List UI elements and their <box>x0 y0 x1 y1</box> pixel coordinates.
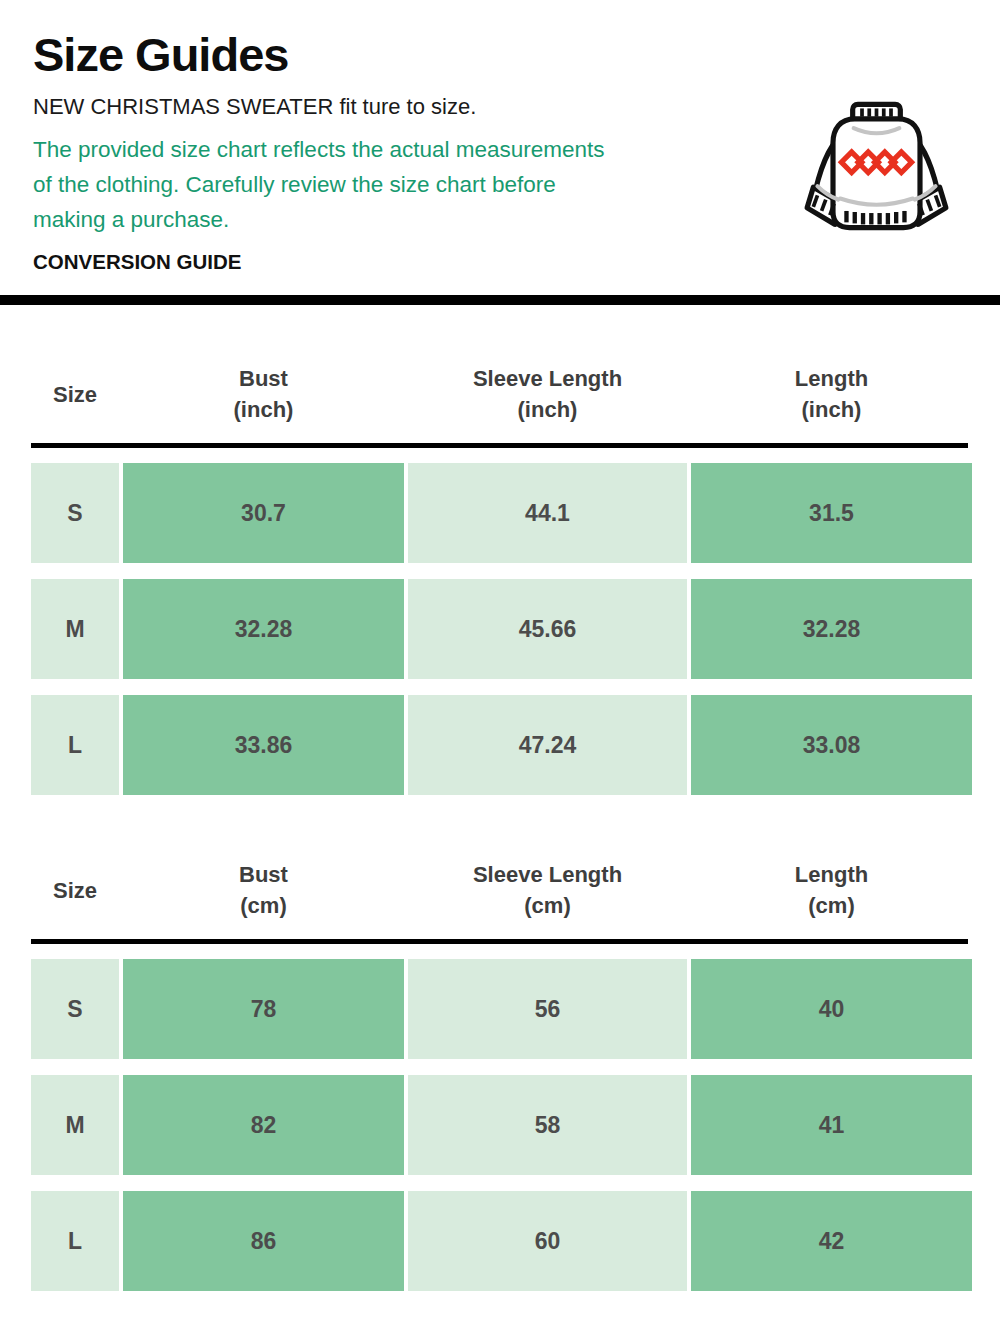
column-label: Length <box>795 859 868 890</box>
column-header-sleeve-length: Sleeve Length (inch) <box>408 363 687 425</box>
size-cell: S <box>31 959 119 1059</box>
christmas-sweater-icon <box>804 96 949 241</box>
column-label: Sleeve Length <box>473 363 622 394</box>
column-label: Bust <box>239 363 288 394</box>
column-unit: (inch) <box>518 394 578 425</box>
table-row-s: S 78 56 40 <box>31 959 968 1059</box>
sleeve-cell: 44.1 <box>408 463 687 563</box>
column-label: Size <box>53 379 97 410</box>
bust-cell: 78 <box>123 959 404 1059</box>
header-rule <box>31 443 968 448</box>
length-cell: 32.28 <box>691 579 972 679</box>
column-header-bust: Bust (cm) <box>123 859 404 921</box>
length-cell: 33.08 <box>691 695 972 795</box>
sleeve-cell: 56 <box>408 959 687 1059</box>
section-divider <box>0 295 1000 305</box>
table-body: S 30.7 44.1 31.5 M 32.28 45.66 32.28 L 3… <box>31 463 968 795</box>
column-unit: (cm) <box>240 890 286 921</box>
bust-cell: 30.7 <box>123 463 404 563</box>
size-cell: L <box>31 695 119 795</box>
table-row-m: M 32.28 45.66 32.28 <box>31 579 968 679</box>
column-header-size: Size <box>31 875 119 906</box>
sleeve-cell: 58 <box>408 1075 687 1175</box>
length-cell: 42 <box>691 1191 972 1291</box>
column-unit: (inch) <box>234 394 294 425</box>
length-cell: 40 <box>691 959 972 1059</box>
page-header: Size Guides NEW CHRISTMAS SWEATER fit tu… <box>0 0 1000 275</box>
sleeve-cell: 45.66 <box>408 579 687 679</box>
column-unit: (cm) <box>808 890 854 921</box>
size-table-cm: Size Bust (cm) Sleeve Length (cm) Length… <box>31 841 968 1291</box>
sleeve-cell: 47.24 <box>408 695 687 795</box>
bust-cell: 82 <box>123 1075 404 1175</box>
table-row-m: M 82 58 41 <box>31 1075 968 1175</box>
length-cell: 41 <box>691 1075 972 1175</box>
table-header-row: Size Bust (cm) Sleeve Length (cm) Length… <box>31 841 968 939</box>
column-unit: (cm) <box>524 890 570 921</box>
size-cell: M <box>31 579 119 679</box>
table-row-s: S 30.7 44.1 31.5 <box>31 463 968 563</box>
column-header-length: Length (inch) <box>691 363 972 425</box>
length-cell: 31.5 <box>691 463 972 563</box>
size-table-inch: Size Bust (inch) Sleeve Length (inch) Le… <box>31 345 968 795</box>
table-body: S 78 56 40 M 82 58 41 L 86 60 42 <box>31 959 968 1291</box>
bust-cell: 33.86 <box>123 695 404 795</box>
table-row-l: L 33.86 47.24 33.08 <box>31 695 968 795</box>
bust-cell: 32.28 <box>123 579 404 679</box>
table-row-l: L 86 60 42 <box>31 1191 968 1291</box>
size-cell: L <box>31 1191 119 1291</box>
column-unit: (inch) <box>802 394 862 425</box>
column-label: Length <box>795 363 868 394</box>
page-title: Size Guides <box>33 26 967 84</box>
conversion-guide-heading: CONVERSION GUIDE <box>33 249 967 275</box>
column-header-bust: Bust (inch) <box>123 363 404 425</box>
header-rule <box>31 939 968 944</box>
sleeve-cell: 60 <box>408 1191 687 1291</box>
bust-cell: 86 <box>123 1191 404 1291</box>
column-header-length: Length (cm) <box>691 859 972 921</box>
column-label: Size <box>53 875 97 906</box>
table-header-row: Size Bust (inch) Sleeve Length (inch) Le… <box>31 345 968 443</box>
size-cell: M <box>31 1075 119 1175</box>
size-cell: S <box>31 463 119 563</box>
column-header-sleeve-length: Sleeve Length (cm) <box>408 859 687 921</box>
column-label: Sleeve Length <box>473 859 622 890</box>
column-label: Bust <box>239 859 288 890</box>
column-header-size: Size <box>31 379 119 410</box>
